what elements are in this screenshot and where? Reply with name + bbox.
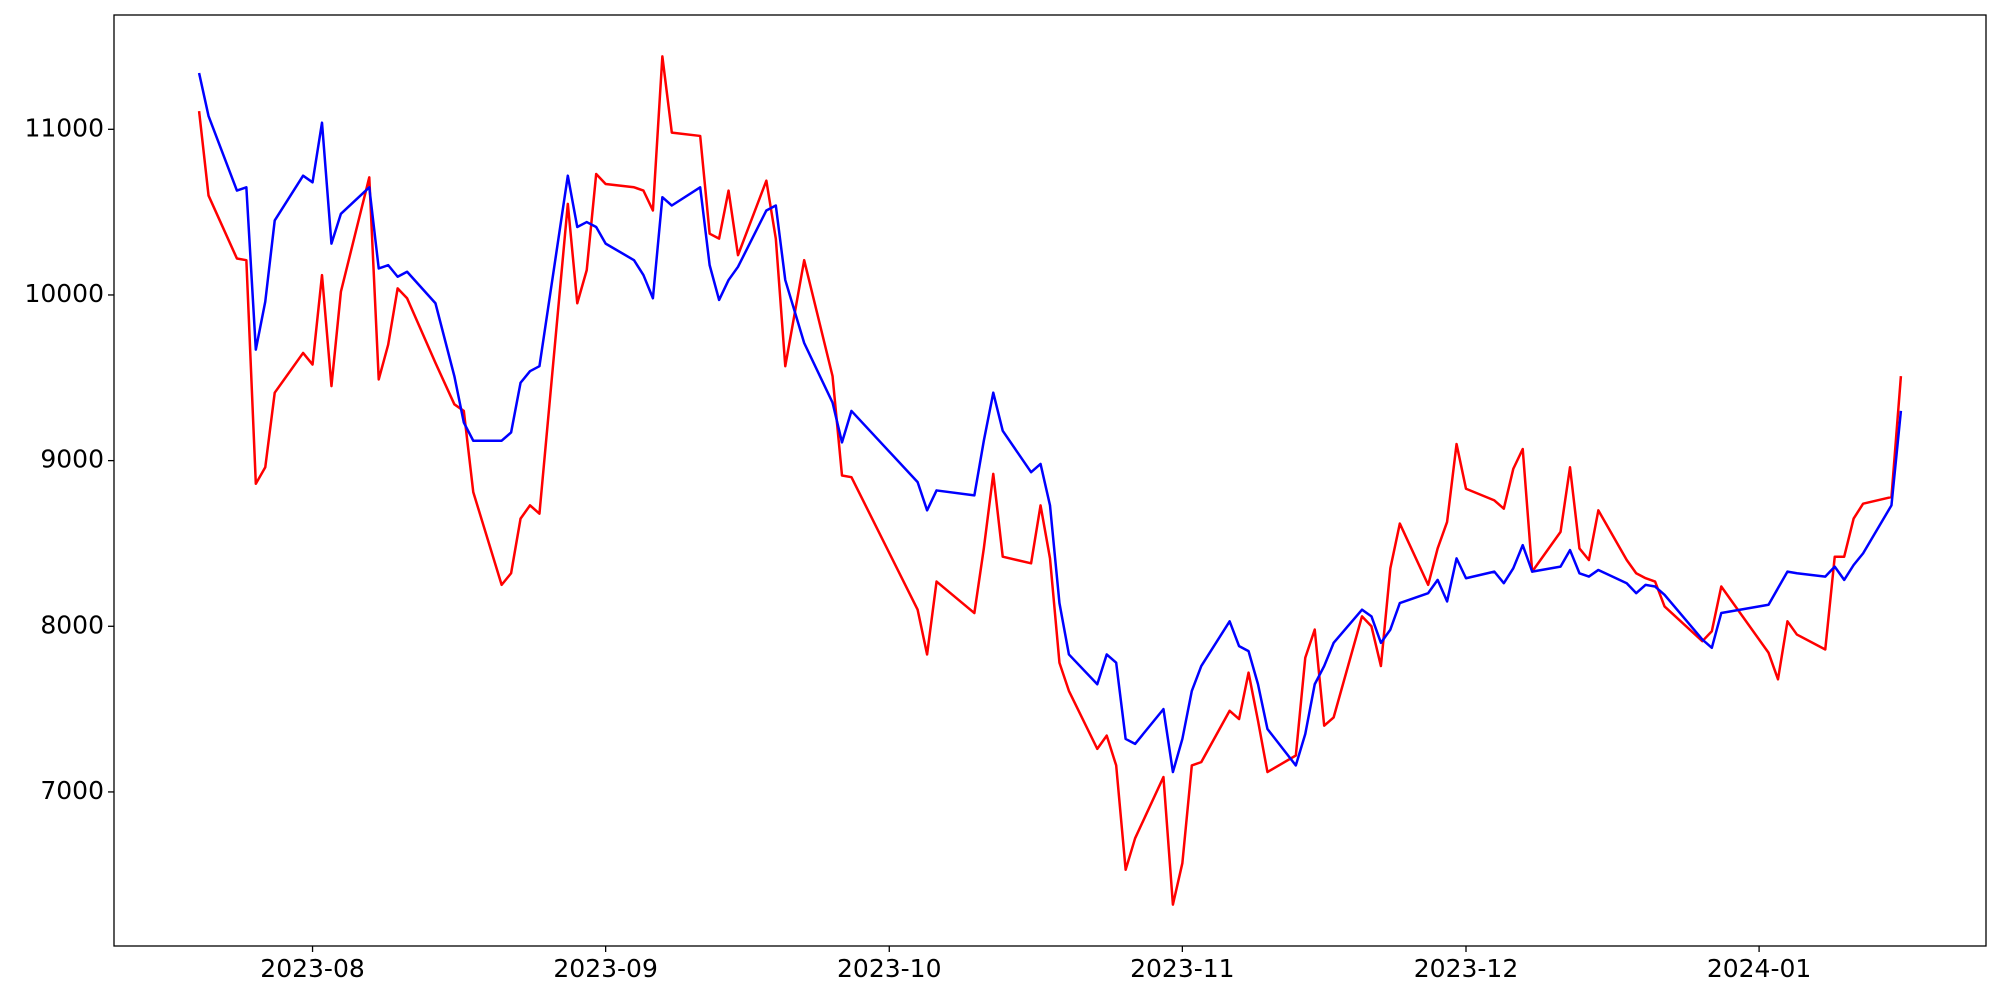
- x-tick-label: 2023-11: [1130, 954, 1234, 983]
- x-tick-label: 2023-08: [260, 954, 364, 983]
- x-tick-label: 2023-10: [837, 954, 941, 983]
- y-tick-label: 10000: [24, 279, 104, 308]
- plot-frame: [113, 14, 1987, 947]
- y-tick-label: 9000: [40, 445, 104, 474]
- line-series: [197, 72, 1903, 774]
- x-tick-label: 2023-09: [553, 954, 657, 983]
- x-tick-label: 2023-12: [1414, 954, 1518, 983]
- y-tick-label: 7000: [40, 776, 104, 805]
- line-series: [197, 55, 1903, 906]
- y-tick-label: 11000: [24, 113, 104, 142]
- y-tick-label: 8000: [40, 610, 104, 639]
- x-tick-label: 2024-01: [1707, 954, 1811, 983]
